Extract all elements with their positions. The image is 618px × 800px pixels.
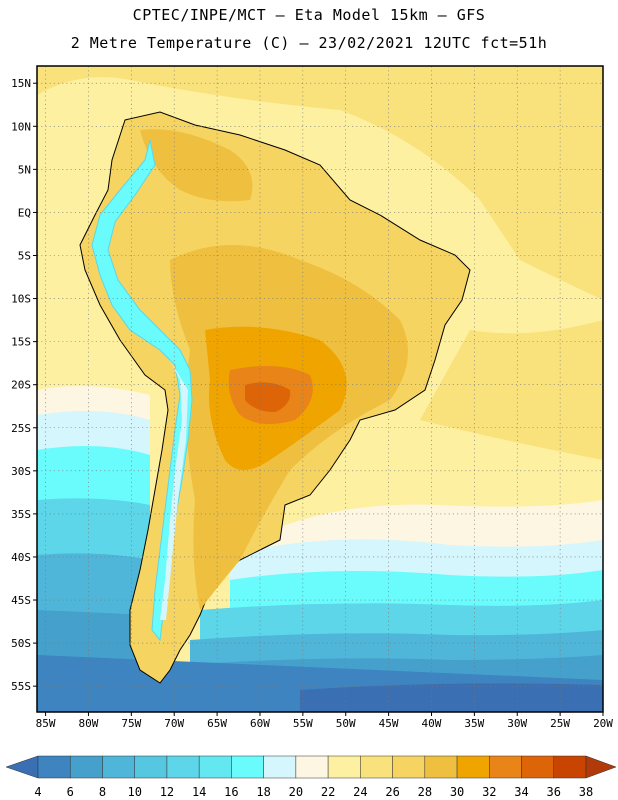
lat-tick-label: 5S bbox=[18, 249, 31, 262]
map-title-line-1: CPTEC/INPE/MCT – Eta Model 15km – GFS bbox=[132, 6, 486, 24]
colorbar-level-label: 32 bbox=[482, 785, 496, 799]
lat-tick-label: 5N bbox=[18, 163, 31, 176]
colorbar-swatch bbox=[489, 755, 522, 779]
lat-tick-label: 10N bbox=[11, 120, 31, 133]
colorbar-swatch bbox=[198, 755, 232, 779]
colorbar-swatch bbox=[553, 755, 587, 779]
map-frame bbox=[36, 65, 604, 713]
map-title-line-2: 2 Metre Temperature (C) – 23/02/2021 12U… bbox=[70, 34, 548, 52]
colorbar-underflow-arrow bbox=[5, 755, 39, 779]
lat-tick-label: 45S bbox=[11, 594, 31, 607]
lon-tick-label: 40W bbox=[422, 717, 442, 730]
colorbar-level-label: 20 bbox=[289, 785, 303, 799]
ocean-band-warm-east bbox=[420, 320, 603, 460]
hot-region-north bbox=[140, 129, 253, 202]
lon-tick-label: 75W bbox=[121, 717, 141, 730]
lat-tick-label: 25S bbox=[11, 422, 31, 435]
colorbar-swatch bbox=[456, 755, 490, 779]
colorbar-swatch bbox=[521, 755, 555, 779]
lat-tick-label: 55S bbox=[11, 680, 31, 693]
colorbar-labels: 4 6 8 10 12 14 16 18 20 22 24 26 28 30 32 34 36 38 bbox=[34, 785, 593, 799]
lon-tick-label: 60W bbox=[250, 717, 270, 730]
lat-tick-label: 40S bbox=[11, 551, 31, 564]
colorbar-swatch bbox=[134, 755, 168, 779]
colorbar-swatch bbox=[360, 755, 393, 779]
colorbar-level-label: 12 bbox=[160, 785, 174, 799]
colorbar-level-label: 4 bbox=[34, 785, 41, 799]
andes-cold-zone bbox=[91, 139, 193, 642]
latitude-labels: 15N 10N 5N EQ 5S 10S 15S 20S 25S 30S 35S 40S 45S 50S 5… bbox=[11, 77, 37, 693]
graticule bbox=[37, 66, 603, 712]
colorbar-level-label: 36 bbox=[547, 785, 561, 799]
colorbar bbox=[5, 755, 617, 779]
lon-tick-label: 70W bbox=[164, 717, 184, 730]
lat-tick-label: 15S bbox=[11, 336, 31, 349]
colorbar-level-label: 28 bbox=[418, 785, 432, 799]
lon-tick-label: 25W bbox=[550, 717, 570, 730]
colorbar-level-label: 6 bbox=[67, 785, 74, 799]
lon-tick-label: 50W bbox=[336, 717, 356, 730]
colorbar-level-label: 30 bbox=[450, 785, 464, 799]
colorbar-level-label: 24 bbox=[353, 785, 367, 799]
lat-tick-label: 35S bbox=[11, 508, 31, 521]
lon-tick-label: 35W bbox=[464, 717, 484, 730]
lon-tick-label: 85W bbox=[36, 717, 56, 730]
colorbar-level-label: 22 bbox=[321, 785, 335, 799]
colorbar-swatch bbox=[166, 755, 200, 779]
lat-tick-label: EQ bbox=[18, 206, 31, 219]
colorbar-swatch bbox=[392, 755, 426, 779]
lat-tick-label: 50S bbox=[11, 637, 31, 650]
lon-tick-label: 30W bbox=[507, 717, 527, 730]
lon-tick-label: 20W bbox=[593, 717, 613, 730]
colorbar-swatch bbox=[69, 755, 103, 779]
colorbar-level-label: 38 bbox=[579, 785, 593, 799]
hot-region-max bbox=[245, 382, 291, 412]
colorbar-level-label: 10 bbox=[127, 785, 141, 799]
longitude-labels: 85W 80W 75W 70W 65W 60W 55W 50W 45W 40W 35W 30W 25W 2… bbox=[36, 712, 613, 730]
colorbar-overflow-arrow bbox=[585, 755, 617, 779]
colorbar-swatch bbox=[102, 755, 135, 779]
lon-tick-label: 65W bbox=[207, 717, 227, 730]
andes-snow-zone bbox=[160, 360, 188, 620]
lat-tick-label: 10S bbox=[11, 293, 31, 306]
lat-tick-label: 20S bbox=[11, 379, 31, 392]
ocean-band-6 bbox=[300, 683, 603, 712]
lon-tick-label: 45W bbox=[379, 717, 399, 730]
lon-tick-label: 80W bbox=[79, 717, 99, 730]
colorbar-swatch bbox=[327, 755, 361, 779]
ocean-band-warm-north bbox=[37, 66, 603, 300]
lat-tick-label: 15N bbox=[11, 77, 31, 90]
colorbar-swatch bbox=[37, 755, 71, 779]
colorbar-swatch bbox=[295, 755, 329, 779]
colorbar-swatch bbox=[424, 755, 458, 779]
colorbar-level-label: 8 bbox=[99, 785, 106, 799]
colorbar-swatch bbox=[231, 755, 264, 779]
colorbar-level-label: 16 bbox=[224, 785, 238, 799]
colorbar-level-label: 26 bbox=[385, 785, 399, 799]
lat-tick-label: 30S bbox=[11, 465, 31, 478]
lon-tick-label: 55W bbox=[293, 717, 313, 730]
colorbar-level-label: 18 bbox=[256, 785, 270, 799]
colorbar-swatch bbox=[263, 755, 297, 779]
map-panel bbox=[37, 66, 603, 712]
colorbar-level-label: 34 bbox=[514, 785, 528, 799]
colorbar-level-label: 14 bbox=[192, 785, 206, 799]
